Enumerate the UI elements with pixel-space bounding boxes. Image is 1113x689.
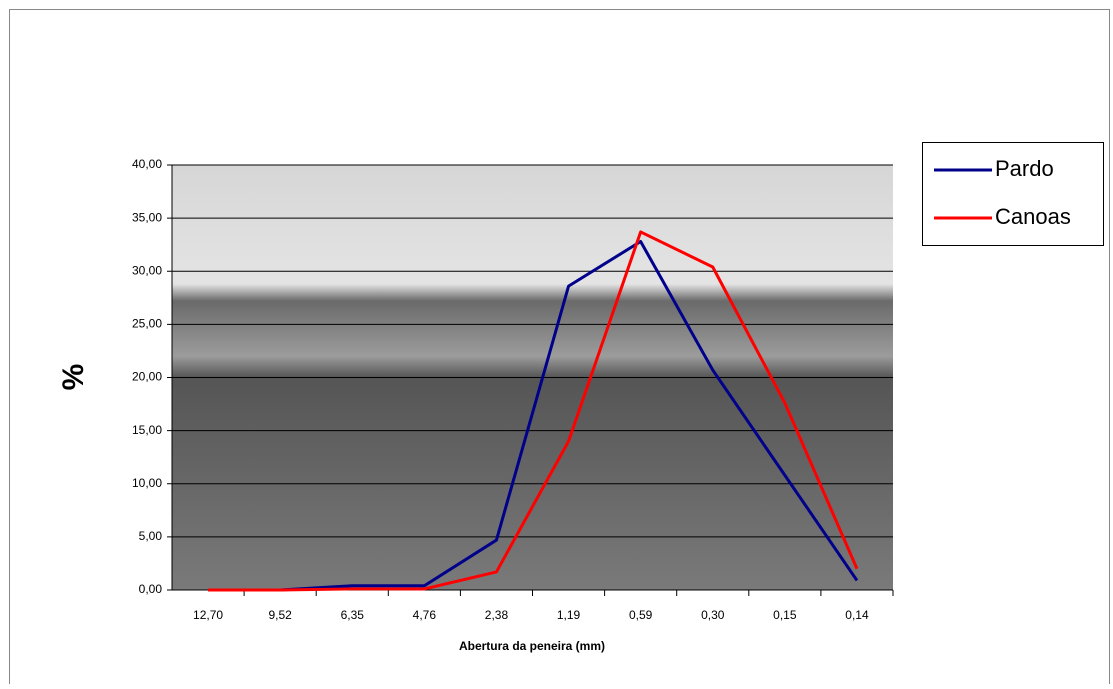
y-tick-label: 0,00 — [139, 582, 163, 596]
x-tick-label: 0,14 — [845, 608, 869, 622]
x-tick-label: 2,38 — [485, 608, 509, 622]
y-axis-label: % — [57, 364, 90, 391]
y-tick-label: 5,00 — [139, 529, 163, 543]
legend-box — [922, 142, 1104, 246]
x-tick-label: 0,15 — [773, 608, 797, 622]
y-tick-label: 20,00 — [132, 370, 162, 384]
y-tick-label: 40,00 — [132, 157, 162, 171]
x-tick-label: 0,30 — [701, 608, 725, 622]
x-tick-label: 9,52 — [268, 608, 292, 622]
x-tick-label: 6,35 — [341, 608, 365, 622]
x-axis-label: Abertura da peneira (mm) — [459, 639, 605, 653]
x-tick-label: 0,59 — [629, 608, 653, 622]
legend-label: Pardo — [995, 156, 1054, 181]
legend-label: Canoas — [995, 204, 1071, 229]
chart-border — [9, 9, 1110, 689]
series-line — [208, 230, 859, 592]
x-tick-label: 1,19 — [557, 608, 581, 622]
y-tick-label: 10,00 — [132, 476, 162, 490]
y-tick-label: 25,00 — [132, 317, 162, 331]
x-tick-label: 4,76 — [413, 608, 437, 622]
series-line — [208, 240, 859, 592]
x-tick-label: 12,70 — [193, 608, 223, 622]
y-tick-label: 35,00 — [132, 210, 162, 224]
y-tick-label: 15,00 — [132, 423, 162, 437]
y-tick-label: 30,00 — [132, 263, 162, 277]
